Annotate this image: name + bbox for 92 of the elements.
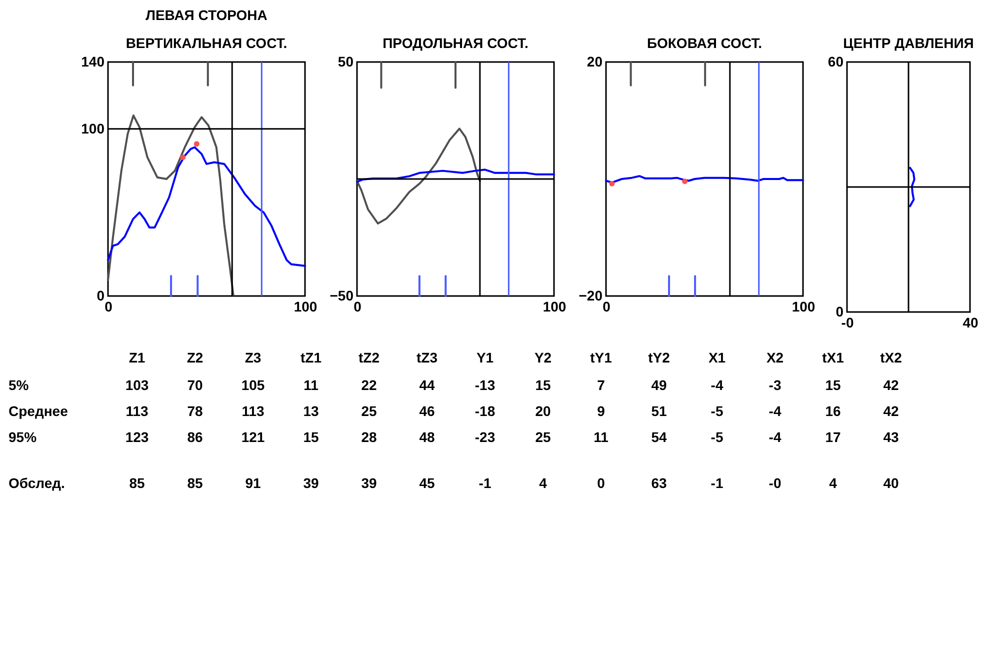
x-tick-label: Z3 [244,350,262,366]
data-label: -23 [474,429,496,445]
data-label: 20 [535,403,551,419]
data-label: 11 [594,429,609,445]
line-series [909,166,916,208]
data-label: 113 [242,403,265,419]
data-label: 39 [303,475,319,491]
x-tick-label: Y1 [476,350,494,366]
data-label: 70 [187,377,203,393]
data-label: -1 [710,475,724,491]
data-label: -0 [768,475,782,491]
data-label: 25 [535,429,551,445]
x-tick-label: X2 [766,350,784,366]
data-label: 16 [825,403,841,419]
x-tick-label: 100 [542,298,566,314]
data-label: 49 [651,377,667,393]
x-tick-label: X1 [708,350,726,366]
data-label: 15 [535,377,551,393]
data-label: 9 [597,403,606,419]
data-label: 17 [825,429,841,445]
x-tick-label: Z2 [186,350,204,366]
x-tick-label: tY1 [590,350,612,366]
data-label: -5 [710,403,724,419]
x-tick-label: 100 [294,298,318,314]
data-label: 25 [361,403,377,419]
data-label: 51 [651,403,667,419]
x-tick-label: Z1 [128,350,146,366]
data-label: -1 [478,475,492,491]
y-tick-label: 0 [96,288,105,304]
y-tick-label: 140 [81,54,105,70]
data-label: 113 [126,403,149,419]
data-label: 46 [419,403,435,419]
x-tick-label: 100 [792,298,816,314]
data-label: -4 [768,429,782,445]
data-label: 39 [361,475,377,491]
chart-title: ПРОДОЛЬНАЯ СОСТ. [382,35,528,51]
chart-title: ЦЕНТР ДАВЛЕНИЯ [843,35,974,51]
x-tick-label: tZ1 [300,350,322,366]
data-label: 85 [187,475,203,491]
data-label: -4 [710,377,724,393]
chart-title: БОКОВАЯ СОСТ. [646,35,762,51]
data-label: 15 [303,429,319,445]
chart-title: ЛЕВАЯ СТОРОНА [146,7,268,23]
data-label: 28 [361,429,377,445]
y-tick-label: 100 [81,120,105,136]
data-label: 121 [241,429,265,445]
data-label: 42 [883,377,899,393]
y-tick-label: −50 [330,288,354,304]
y-tick-label: 60 [828,54,844,70]
x-tick-label: tX1 [822,350,844,366]
y-tick-label: 95% [8,429,38,445]
data-label: 54 [651,429,667,445]
data-label: 15 [825,377,841,393]
line-series [356,128,481,224]
y-tick-label: −20 [578,288,603,304]
x-tick-label: tZ3 [416,350,438,366]
data-label: 91 [245,475,261,491]
data-label: 63 [651,475,667,491]
data-label: 85 [129,475,145,491]
data-label: 22 [361,377,377,393]
data-label: 4 [829,475,838,491]
data-label: 4 [539,475,548,491]
data-label: 48 [419,429,435,445]
x-tick-label: Y2 [534,350,552,366]
data-label: -18 [474,403,496,419]
data-label: 43 [883,429,899,445]
data-label: 42 [883,403,899,419]
data-label: 40 [883,475,899,491]
data-label: 7 [597,377,606,393]
y-tick-label: 50 [338,54,354,70]
data-label: -13 [474,377,496,393]
data-label: 105 [241,377,265,393]
data-label: 123 [125,429,149,445]
data-label: 86 [187,429,203,445]
chart-subtitle: ВЕРТИКАЛЬНАЯ СОСТ. [126,35,288,51]
data-label: -3 [768,377,782,393]
data-label: 44 [419,377,435,393]
data-label: 103 [125,377,149,393]
y-tick-label: Обслед. [8,475,65,491]
x-tick-label: tZ2 [358,350,380,366]
data-label: 11 [304,377,319,393]
line-series [356,168,555,183]
line-series [107,114,234,296]
data-label: 45 [419,475,435,491]
x-tick-label: tY2 [648,350,670,366]
data-label: 13 [303,403,319,419]
y-tick-label: 5% [8,377,30,393]
data-label: -4 [768,403,782,419]
data-label: -5 [710,429,724,445]
x-tick-label: tX2 [880,350,902,366]
y-tick-label: Среднее [8,403,68,419]
data-label: 78 [187,403,203,419]
